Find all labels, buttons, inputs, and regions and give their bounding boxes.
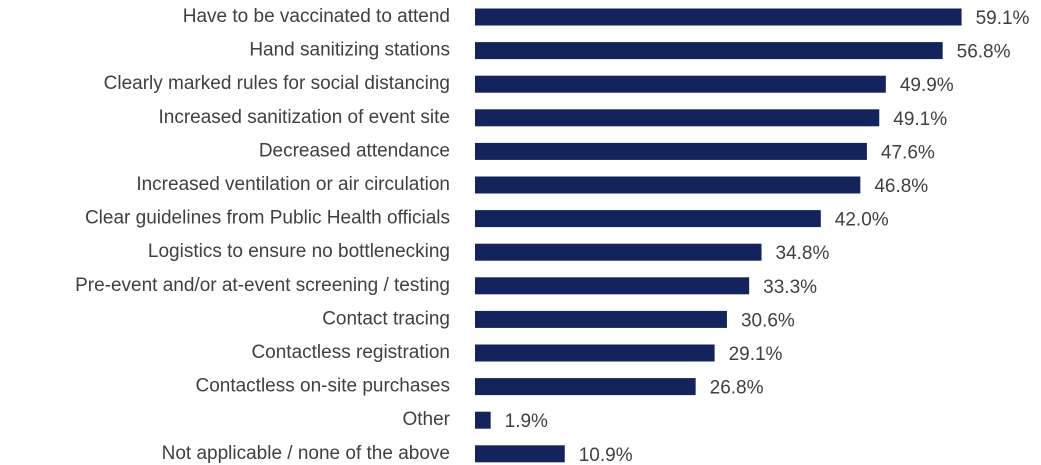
bar (475, 277, 750, 295)
category-label: Clear guidelines from Public Health offi… (85, 208, 450, 229)
category-label: Have to be vaccinated to attend (183, 6, 450, 27)
category-label: Not applicable / none of the above (162, 443, 450, 464)
category-label: Hand sanitizing stations (249, 40, 450, 61)
value-label: 1.9% (505, 411, 548, 432)
bar (475, 344, 715, 362)
bar (475, 310, 727, 328)
category-label: Increased sanitization of event site (158, 107, 450, 128)
value-label: 42.0% (835, 210, 889, 231)
bar (475, 378, 696, 396)
value-label: 47.6% (881, 142, 935, 163)
bar (475, 243, 762, 261)
bar (475, 8, 962, 26)
bar (475, 445, 565, 463)
bar (475, 42, 943, 60)
value-label: 49.9% (900, 75, 954, 96)
category-label: Increased ventilation or air circulation (136, 174, 450, 195)
value-label: 59.1% (976, 8, 1030, 29)
value-label: 26.8% (710, 378, 764, 399)
value-label: 49.1% (893, 109, 947, 130)
bar (475, 75, 886, 93)
value-label: 29.1% (729, 344, 783, 365)
value-label: 56.8% (957, 42, 1011, 63)
category-label: Logistics to ensure no bottlenecking (148, 241, 450, 262)
category-label: Other (402, 409, 450, 430)
category-label: Decreased attendance (259, 140, 450, 161)
value-label: 34.8% (776, 243, 830, 264)
category-label: Contactless registration (251, 342, 450, 363)
category-label: Clearly marked rules for social distanci… (104, 73, 450, 94)
category-label: Pre-event and/or at-event screening / te… (75, 275, 450, 296)
bar (475, 411, 491, 429)
value-label: 30.6% (741, 310, 795, 331)
category-label: Contact tracing (322, 308, 450, 329)
value-label: 10.9% (579, 445, 633, 465)
bar (475, 210, 821, 228)
value-label: 46.8% (874, 176, 928, 197)
bar (475, 109, 880, 127)
bar (475, 176, 861, 194)
value-label: 33.3% (763, 277, 817, 298)
category-label: Contactless on-site purchases (195, 376, 450, 397)
bar (475, 142, 867, 160)
